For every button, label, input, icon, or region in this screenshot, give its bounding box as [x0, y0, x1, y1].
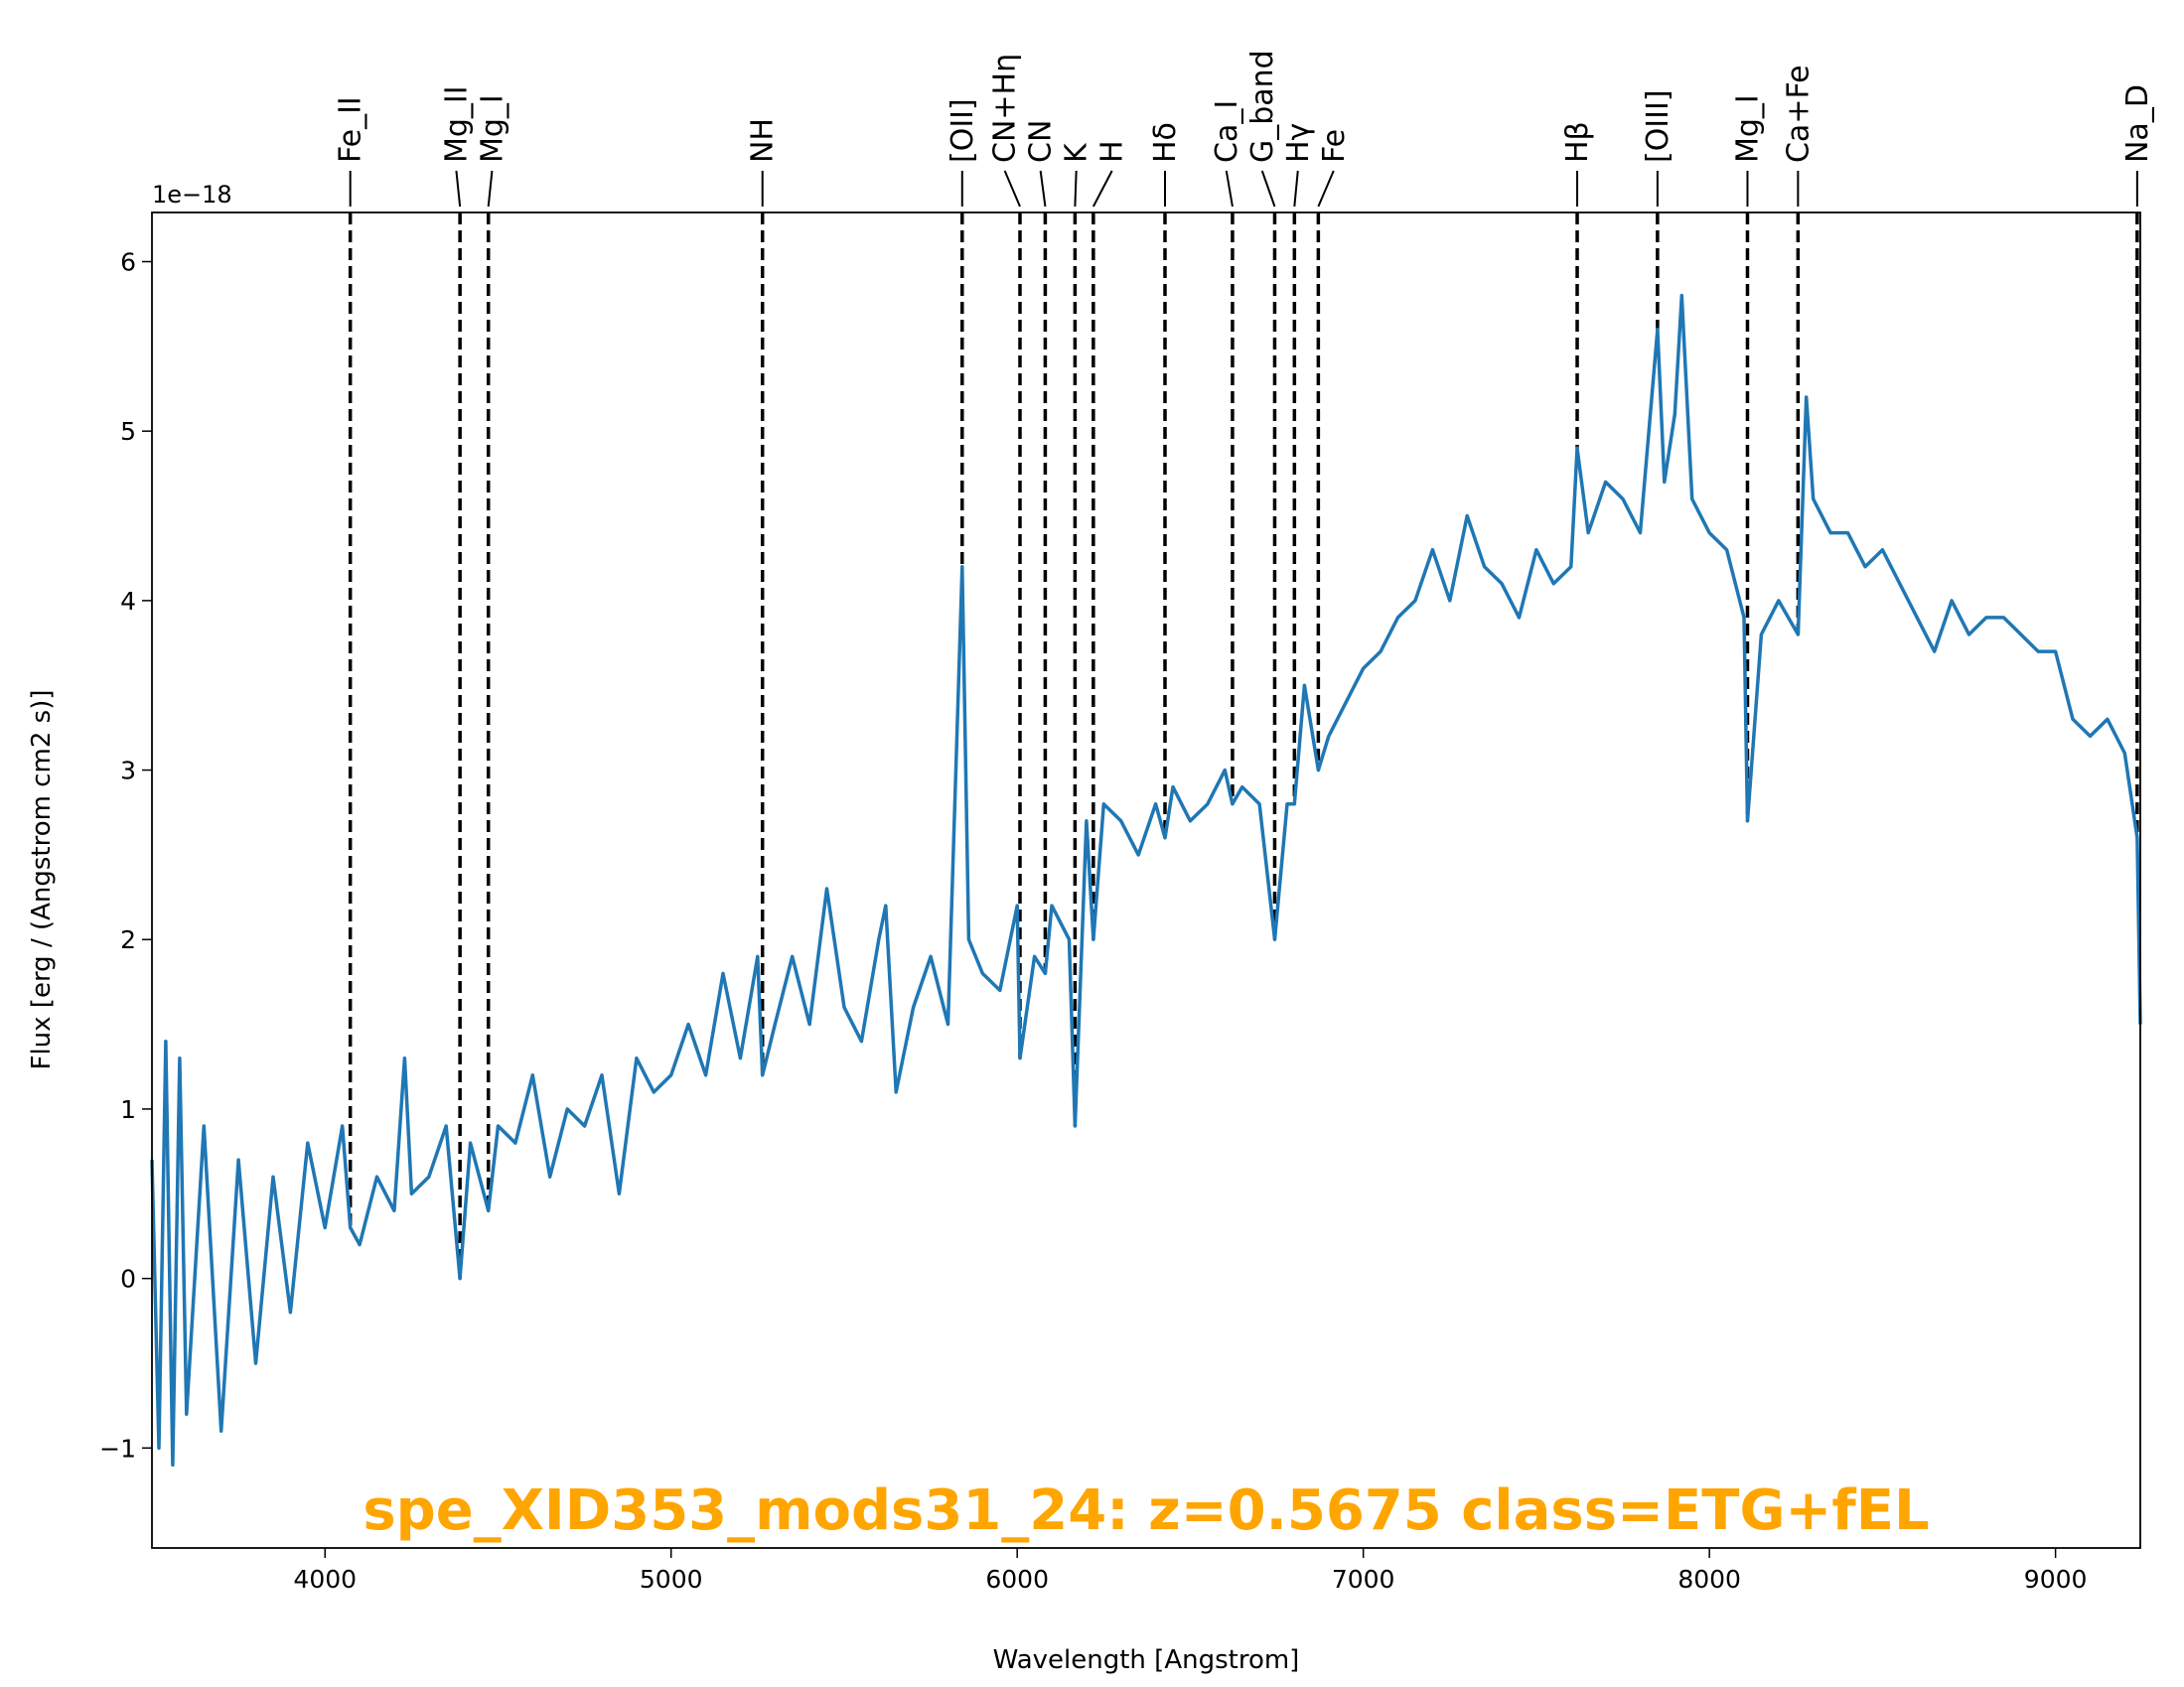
line-label: K: [1060, 142, 1094, 163]
x-tick-label: 5000: [640, 1565, 703, 1594]
line-label: Hγ: [1281, 123, 1316, 163]
line-label: Mg_I: [475, 94, 510, 163]
y-axis-label: Flux [erg / (Angstrom cm2 s)]: [27, 689, 57, 1069]
chart-title: spe_XID353_mods31_24: z=0.5675 class=ETG…: [363, 1478, 1929, 1543]
line-label: Ca_I: [1210, 100, 1244, 163]
y-tick-label: 0: [120, 1265, 136, 1294]
line-label: CN: [1024, 120, 1059, 163]
plot-frame: [151, 211, 2141, 1549]
line-label: H: [1095, 140, 1130, 163]
line-connector: [1003, 170, 1021, 208]
line-connector: [1225, 170, 1234, 208]
y-tick-label: 4: [120, 587, 136, 616]
line-connector: [1317, 170, 1335, 208]
line-connector: [487, 170, 494, 208]
line-label: Ca+Fe: [1781, 65, 1816, 163]
y-tick-label: 6: [120, 247, 136, 276]
y-tick-label: 5: [120, 417, 136, 446]
line-label: Hδ: [1148, 122, 1183, 163]
line-label: G_band: [1245, 50, 1280, 163]
line-label: Fe_II: [334, 96, 368, 163]
x-tick-label: 4000: [293, 1565, 357, 1594]
line-connector: [1074, 170, 1078, 208]
line-label: Hβ: [1560, 121, 1595, 163]
offset-text: 1e−18: [152, 181, 232, 209]
y-tick-label: 3: [120, 757, 136, 785]
line-label: CN+Hη: [988, 54, 1023, 163]
x-axis-label: Wavelength [Angstrom]: [993, 1645, 1300, 1675]
line-label: Mg_II: [439, 85, 474, 163]
line-label: [OIII]: [1641, 89, 1675, 163]
line-label: Fe: [1317, 129, 1352, 163]
x-tick-label: 8000: [1677, 1565, 1741, 1594]
line-label: [OII]: [946, 98, 980, 163]
line-connector: [455, 170, 462, 208]
y-tick-label: 1: [120, 1095, 136, 1124]
x-tick-label: 9000: [2024, 1565, 2088, 1594]
x-tick-label: 7000: [1332, 1565, 1395, 1594]
line-connector: [1260, 170, 1276, 208]
line-label: Mg_I: [1730, 94, 1765, 163]
line-label: Na_D: [2120, 84, 2155, 163]
line-connector: [1039, 170, 1047, 208]
y-tick-label: −1: [99, 1434, 136, 1463]
y-tick-label: 2: [120, 925, 136, 954]
spectrum-line: [150, 293, 2142, 1468]
x-tick-label: 6000: [985, 1565, 1049, 1594]
line-connector: [1092, 170, 1113, 208]
line-connector: [1293, 170, 1299, 208]
line-label: NH: [746, 118, 781, 163]
